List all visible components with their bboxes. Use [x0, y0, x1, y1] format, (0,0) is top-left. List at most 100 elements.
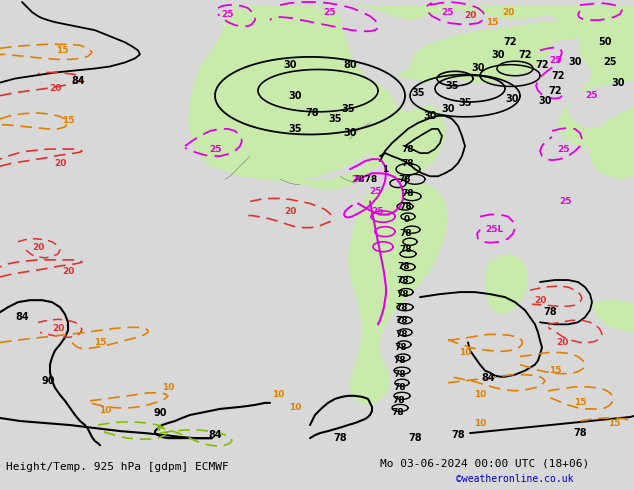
- Text: 78: 78: [394, 356, 406, 365]
- Polygon shape: [558, 10, 634, 156]
- Polygon shape: [395, 28, 552, 83]
- Text: 0: 0: [404, 215, 410, 224]
- Text: 20: 20: [534, 295, 546, 305]
- Text: 10: 10: [162, 383, 174, 392]
- Text: 20: 20: [32, 243, 44, 252]
- Text: 25: 25: [586, 91, 598, 100]
- Polygon shape: [348, 183, 447, 405]
- Text: 78: 78: [392, 396, 405, 405]
- Text: Mo 03-06-2024 00:00 UTC (18+06): Mo 03-06-2024 00:00 UTC (18+06): [380, 459, 590, 468]
- Text: 78: 78: [573, 428, 587, 438]
- Text: 35: 35: [288, 124, 302, 134]
- Text: 30: 30: [491, 50, 505, 60]
- Text: 20: 20: [556, 338, 568, 347]
- Text: 10: 10: [474, 418, 486, 428]
- Text: 78: 78: [396, 330, 408, 339]
- Polygon shape: [280, 73, 398, 179]
- Text: 78: 78: [396, 303, 408, 312]
- Text: 35: 35: [328, 114, 342, 124]
- Text: 30: 30: [471, 64, 485, 74]
- Polygon shape: [485, 254, 528, 314]
- Text: Height/Temp. 925 hPa [gdpm] ECMWF: Height/Temp. 925 hPa [gdpm] ECMWF: [6, 462, 229, 472]
- Text: 35: 35: [445, 81, 459, 91]
- Text: 78: 78: [402, 189, 414, 198]
- Text: 78: 78: [394, 370, 406, 379]
- Text: 30: 30: [288, 91, 302, 100]
- Text: 78: 78: [394, 383, 406, 392]
- Text: 25: 25: [557, 145, 569, 153]
- Text: 30: 30: [343, 128, 357, 138]
- Text: 72: 72: [503, 37, 517, 48]
- Text: 20: 20: [49, 84, 61, 93]
- Text: 10: 10: [474, 391, 486, 399]
- Text: 78: 78: [395, 343, 407, 352]
- Text: 25: 25: [549, 56, 561, 65]
- Text: 30: 30: [424, 111, 437, 121]
- Text: 84: 84: [208, 430, 222, 440]
- Text: 35: 35: [411, 88, 425, 98]
- Text: 30: 30: [283, 60, 297, 71]
- Text: 35: 35: [341, 104, 355, 114]
- Text: 72: 72: [548, 86, 562, 96]
- Text: 25: 25: [324, 7, 336, 17]
- Text: 25: 25: [222, 10, 234, 19]
- Polygon shape: [590, 300, 634, 332]
- Text: 25: 25: [603, 57, 617, 68]
- Text: 10: 10: [289, 403, 301, 413]
- Text: 20: 20: [502, 7, 514, 17]
- Text: 30: 30: [538, 96, 552, 106]
- Text: 84: 84: [71, 75, 85, 86]
- Text: 35: 35: [458, 98, 472, 108]
- Text: 78: 78: [396, 316, 408, 325]
- Text: 15: 15: [549, 366, 561, 375]
- Text: 72: 72: [518, 50, 532, 60]
- Text: 10: 10: [99, 406, 111, 416]
- Text: 25L: 25L: [485, 225, 503, 234]
- Polygon shape: [590, 141, 634, 179]
- Polygon shape: [285, 166, 372, 189]
- Polygon shape: [338, 109, 415, 179]
- Text: 25: 25: [369, 187, 381, 196]
- Text: 78: 78: [408, 433, 422, 443]
- Text: 7878: 7878: [353, 175, 378, 184]
- Text: 72: 72: [551, 71, 565, 80]
- Text: 84: 84: [481, 373, 495, 383]
- Text: 30: 30: [568, 57, 582, 68]
- Text: 30: 30: [505, 94, 519, 104]
- Text: 78: 78: [398, 263, 410, 271]
- Text: 20: 20: [464, 11, 476, 20]
- Text: 20: 20: [284, 207, 296, 216]
- Text: 15: 15: [574, 398, 586, 407]
- Text: 72: 72: [535, 60, 549, 71]
- Text: 25: 25: [372, 207, 384, 216]
- Text: 90: 90: [41, 376, 55, 386]
- Text: 20: 20: [54, 159, 66, 168]
- Text: 90: 90: [153, 408, 167, 418]
- Text: 78: 78: [333, 433, 347, 443]
- Text: ©weatheronline.co.uk: ©weatheronline.co.uk: [456, 474, 574, 485]
- Text: 30: 30: [441, 104, 455, 114]
- Polygon shape: [220, 5, 634, 30]
- Text: 15: 15: [608, 418, 620, 428]
- Text: 78: 78: [399, 245, 412, 254]
- Polygon shape: [188, 8, 385, 181]
- Text: 78: 78: [305, 108, 319, 118]
- Text: 25: 25: [352, 175, 365, 184]
- Text: 78: 78: [397, 275, 410, 285]
- Text: 78: 78: [402, 145, 414, 153]
- Text: 78: 78: [399, 202, 412, 211]
- Polygon shape: [410, 10, 634, 83]
- Text: 30: 30: [611, 77, 624, 88]
- Text: 84: 84: [15, 312, 29, 322]
- Text: 15: 15: [61, 116, 74, 125]
- Text: 10: 10: [459, 348, 471, 357]
- Text: 78: 78: [397, 290, 410, 298]
- Text: 25: 25: [442, 7, 454, 17]
- Polygon shape: [594, 119, 634, 161]
- Polygon shape: [388, 106, 445, 179]
- Text: 25: 25: [209, 145, 221, 153]
- Text: 15: 15: [56, 46, 68, 55]
- Text: 10: 10: [272, 391, 284, 399]
- Text: 15: 15: [94, 338, 107, 347]
- Text: 1: 1: [382, 165, 388, 174]
